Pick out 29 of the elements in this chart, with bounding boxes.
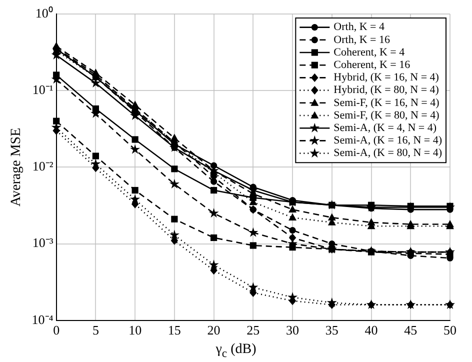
legend-label: Coherent, K = 16 bbox=[334, 58, 411, 71]
x-axis-title: γ$_{c}$ (dB) bbox=[214, 342, 258, 362]
legend-label: Semi-F, (K = 16, N = 4) bbox=[334, 96, 440, 109]
y-tick-label: 10⁻⁴ bbox=[32, 312, 54, 327]
x-tick-label: 10 bbox=[128, 322, 142, 338]
legend-label: Orth, K = 4 bbox=[334, 21, 385, 34]
legend-label: Orth, K = 16 bbox=[334, 34, 390, 46]
x-tick-label: 25 bbox=[246, 322, 260, 338]
x-tick-label: 45 bbox=[404, 322, 418, 338]
legend-label: Semi-A, (K = 4, N = 4) bbox=[334, 122, 437, 134]
x-tick-label: 50 bbox=[444, 322, 456, 338]
x-tick-label: 0 bbox=[53, 322, 60, 338]
x-tick-label: 35 bbox=[325, 322, 338, 338]
y-tick-label: 10⁻² bbox=[32, 158, 54, 174]
legend-label: Semi-A, (K = 16, N = 4) bbox=[334, 134, 442, 147]
x-tick-label: 40 bbox=[364, 322, 378, 338]
x-tick-label: 15 bbox=[168, 322, 181, 338]
y-tick-label: 10⁰ bbox=[35, 5, 54, 20]
legend-label: Semi-F, (K = 80, N = 4) bbox=[334, 109, 440, 122]
x-tick-label: 30 bbox=[286, 322, 300, 338]
legend-label: Hybrid, (K = 80, N = 4) bbox=[334, 84, 440, 96]
legend-label: Coherent, K = 4 bbox=[334, 46, 406, 58]
x-tick-label: 5 bbox=[92, 322, 99, 338]
y-tick-label: 10⁻¹ bbox=[32, 82, 54, 98]
legend-label: Hybrid, (K = 16, N = 4) bbox=[334, 72, 440, 84]
x-tick-label: 20 bbox=[207, 322, 220, 338]
y-axis-title: Average MSE bbox=[9, 128, 24, 207]
legend-label: Semi-A, (K = 80, N = 4) bbox=[334, 147, 442, 160]
y-tick-label: 10⁻³ bbox=[32, 235, 54, 250]
